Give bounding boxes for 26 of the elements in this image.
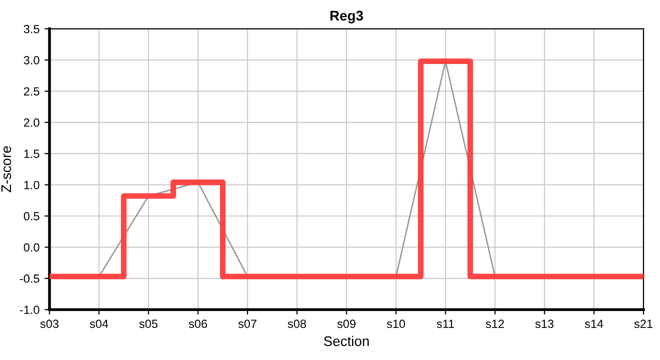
x-tick-label: s13 bbox=[535, 320, 554, 328]
x-tick-label: s03 bbox=[40, 320, 58, 328]
y-tick-label: -0.5 bbox=[20, 274, 40, 283]
x-tick-label: s07 bbox=[238, 320, 256, 328]
y-tick-label: 2.0 bbox=[24, 118, 40, 127]
y-tick-label: 2.5 bbox=[24, 87, 40, 96]
x-tick-label: s09 bbox=[337, 320, 356, 328]
y-tick-label: 1.0 bbox=[24, 180, 40, 190]
y-tick-label: 0.5 bbox=[24, 212, 40, 220]
chart-title: Reg3 bbox=[330, 10, 363, 24]
y-axis-title: Z-score bbox=[1, 146, 12, 192]
x-tick-label: s11 bbox=[436, 320, 454, 328]
x-tick-label: s21 bbox=[634, 320, 652, 328]
y-tick-label: 1.5 bbox=[24, 150, 40, 158]
x-tick-label: s08 bbox=[288, 320, 306, 328]
x-tick-label: s14 bbox=[584, 320, 604, 328]
y-tick-label: 0.0 bbox=[24, 243, 40, 252]
y-tick-label: 3.0 bbox=[24, 56, 40, 64]
x-tick-label: s05 bbox=[139, 320, 158, 328]
x-tick-label: s04 bbox=[90, 320, 108, 328]
y-tick-label: -1.0 bbox=[20, 306, 40, 314]
x-tick-label: s10 bbox=[386, 320, 406, 328]
y-tick-label: 3.5 bbox=[24, 24, 40, 34]
x-tick-label: s12 bbox=[486, 320, 504, 328]
x-axis-title: Section bbox=[324, 336, 369, 346]
x-tick-label: s06 bbox=[188, 320, 207, 328]
